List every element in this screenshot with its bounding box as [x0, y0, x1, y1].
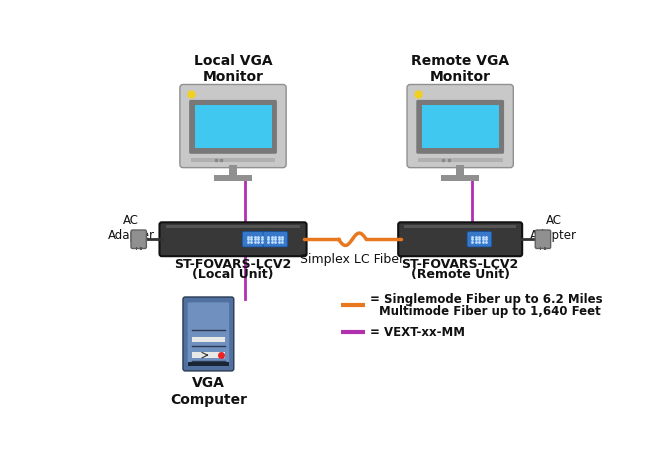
- FancyBboxPatch shape: [535, 230, 551, 248]
- Bar: [441, 175, 480, 181]
- FancyBboxPatch shape: [263, 232, 288, 247]
- Bar: [404, 225, 516, 228]
- Bar: [422, 105, 499, 149]
- FancyBboxPatch shape: [398, 222, 522, 256]
- Bar: [194, 105, 272, 149]
- Text: = VEXT-xx-MM: = VEXT-xx-MM: [370, 326, 465, 339]
- Bar: [192, 337, 224, 342]
- FancyBboxPatch shape: [159, 222, 307, 256]
- Text: AC
Adapter: AC Adapter: [107, 214, 155, 243]
- Text: Remote VGA
Monitor: Remote VGA Monitor: [411, 53, 509, 84]
- Bar: [418, 158, 502, 162]
- Bar: [188, 362, 229, 366]
- Text: ST-FOVARS-LCV2: ST-FOVARS-LCV2: [174, 259, 292, 272]
- Bar: [545, 247, 546, 250]
- Bar: [190, 158, 276, 162]
- FancyBboxPatch shape: [242, 232, 267, 247]
- Bar: [540, 247, 541, 250]
- Bar: [214, 175, 252, 181]
- FancyBboxPatch shape: [407, 85, 514, 167]
- Bar: [456, 165, 464, 175]
- Text: (Local Unit): (Local Unit): [192, 268, 274, 281]
- Text: ST-FOVARS-LCV2: ST-FOVARS-LCV2: [402, 259, 519, 272]
- FancyBboxPatch shape: [189, 100, 277, 154]
- FancyBboxPatch shape: [180, 85, 286, 167]
- Text: AC
Adapter: AC Adapter: [530, 214, 577, 243]
- FancyBboxPatch shape: [183, 297, 234, 371]
- Text: VGA
Computer: VGA Computer: [170, 377, 247, 406]
- FancyBboxPatch shape: [131, 230, 146, 248]
- FancyBboxPatch shape: [467, 232, 492, 247]
- Bar: [166, 225, 300, 228]
- FancyBboxPatch shape: [188, 302, 229, 366]
- FancyBboxPatch shape: [416, 100, 504, 154]
- Bar: [229, 165, 237, 175]
- Text: (Remote Unit): (Remote Unit): [411, 268, 510, 281]
- Text: Multimode Fiber up to 1,640 Feet: Multimode Fiber up to 1,640 Feet: [378, 305, 601, 318]
- Text: Simplex LC Fiber: Simplex LC Fiber: [300, 253, 404, 266]
- Bar: [140, 247, 142, 250]
- Text: Local VGA
Monitor: Local VGA Monitor: [194, 53, 272, 84]
- Bar: [192, 352, 224, 358]
- Bar: [136, 247, 137, 250]
- Text: = Singlemode Fiber up to 6.2 Miles: = Singlemode Fiber up to 6.2 Miles: [370, 293, 603, 306]
